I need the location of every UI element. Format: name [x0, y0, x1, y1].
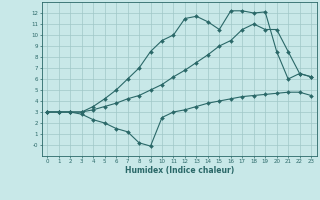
X-axis label: Humidex (Indice chaleur): Humidex (Indice chaleur) — [124, 166, 234, 175]
